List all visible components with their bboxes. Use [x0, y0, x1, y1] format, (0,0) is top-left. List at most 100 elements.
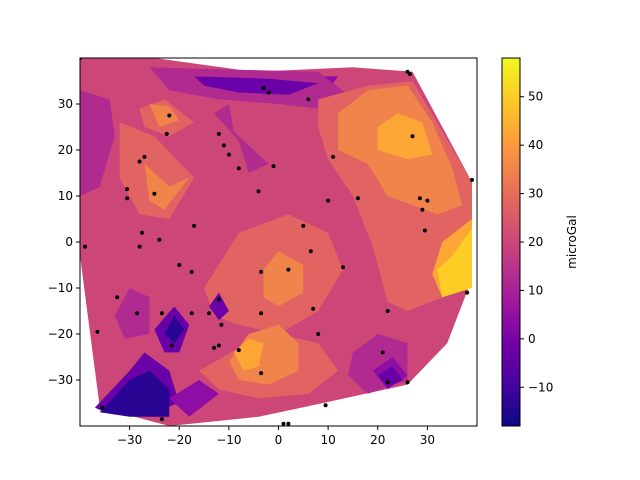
sample-point	[159, 311, 164, 316]
sample-point	[164, 131, 169, 136]
contour-region	[169, 380, 219, 417]
contour-region	[144, 163, 190, 210]
contour-region	[99, 370, 170, 417]
sample-point	[167, 113, 172, 118]
sample-point	[410, 134, 415, 139]
sample-point	[137, 244, 142, 249]
contour-region	[114, 288, 150, 339]
sample-point	[259, 371, 264, 376]
sample-point	[326, 198, 331, 203]
colorbar-tick-label: 50	[528, 90, 543, 104]
contour-region	[377, 113, 433, 160]
sample-point	[137, 159, 142, 164]
x-tick-label: 10	[320, 433, 335, 447]
colorbar-gradient	[501, 57, 521, 427]
sample-point	[236, 166, 241, 171]
sample-point	[425, 198, 430, 203]
x-tick-label: 0	[275, 433, 283, 447]
sample-point	[355, 196, 360, 201]
sample-point	[422, 228, 427, 233]
sample-point	[470, 177, 474, 182]
sample-point	[308, 249, 313, 254]
sample-point	[306, 97, 311, 102]
sample-point	[125, 187, 130, 192]
y-tick-label: 10	[58, 189, 73, 203]
contour-region	[233, 338, 264, 371]
colorbar-ticks: −10 0 10 20 30 40 50	[520, 90, 553, 394]
sample-point	[216, 343, 221, 348]
sample-point	[259, 269, 264, 274]
sample-point	[417, 196, 422, 201]
contour-region	[214, 104, 269, 173]
sample-point	[83, 244, 87, 249]
x-tick-label: 20	[370, 433, 385, 447]
sample-point	[405, 380, 410, 385]
sample-point	[385, 309, 390, 313]
contour-region	[437, 228, 472, 298]
sample-point	[207, 311, 211, 316]
sample-point	[189, 311, 194, 316]
sample-point	[212, 345, 216, 350]
sample-point	[256, 189, 261, 194]
y-tick-label: 20	[58, 143, 73, 157]
y-axis: −30 −20 −10 0 10 20 30	[48, 97, 80, 387]
contour-region	[263, 251, 304, 307]
x-tick-label: −20	[167, 433, 192, 447]
sample-point	[311, 306, 316, 311]
colorbar-tick-label: 0	[528, 332, 536, 346]
colorbar-tick-label: 20	[528, 235, 543, 249]
sample-point	[385, 380, 390, 385]
x-axis: −30 −20 −10 0 10 20 30	[117, 426, 435, 447]
contour-region	[377, 366, 403, 387]
x-tick-label: −30	[117, 433, 142, 447]
x-tick-label: 30	[420, 433, 435, 447]
sample-point	[189, 269, 194, 274]
sample-point	[341, 265, 345, 270]
sample-point	[286, 267, 291, 272]
contour-region	[209, 292, 229, 321]
y-tick-label: −30	[48, 373, 73, 387]
sample-points-layer	[80, 58, 474, 426]
sample-point	[216, 131, 221, 136]
sample-point	[301, 223, 306, 228]
sample-point	[95, 329, 100, 334]
contour-region	[164, 315, 185, 344]
colorbar: −10 0 10 20 30 40 50 microGal	[501, 57, 579, 427]
y-tick-label: 0	[65, 235, 73, 249]
sample-point	[219, 322, 224, 327]
y-tick-label: −10	[48, 281, 73, 295]
colorbar-tick-label: 10	[528, 283, 543, 297]
sample-point	[281, 421, 286, 426]
colorbar-tick-label: −10	[528, 380, 553, 394]
colorbar-tick-label: 40	[528, 138, 543, 152]
sample-point	[159, 417, 164, 422]
sample-point	[408, 72, 412, 77]
sample-point	[125, 196, 130, 201]
sample-point	[316, 332, 321, 336]
sample-point	[140, 230, 144, 235]
contour-fill-layer	[80, 58, 477, 426]
colorbar-label: microGal	[565, 215, 579, 269]
y-tick-label: −20	[48, 327, 73, 341]
sample-point	[216, 297, 221, 302]
sample-point	[236, 348, 241, 353]
sample-point	[286, 421, 291, 426]
sample-point	[142, 154, 147, 159]
sample-point	[261, 85, 266, 90]
sample-point	[100, 405, 105, 410]
sample-point	[152, 191, 157, 196]
sample-point	[135, 311, 140, 316]
sample-point	[226, 152, 231, 157]
colorbar-tick-label: 30	[528, 187, 543, 201]
sample-point	[271, 164, 276, 169]
sample-point	[157, 237, 162, 242]
sample-point	[380, 350, 385, 355]
sample-point	[323, 403, 328, 408]
sample-point	[420, 207, 425, 212]
sample-point	[266, 90, 271, 95]
sample-point	[465, 290, 470, 295]
sample-point	[177, 263, 182, 267]
sample-point	[221, 143, 226, 148]
sample-point	[192, 223, 197, 228]
